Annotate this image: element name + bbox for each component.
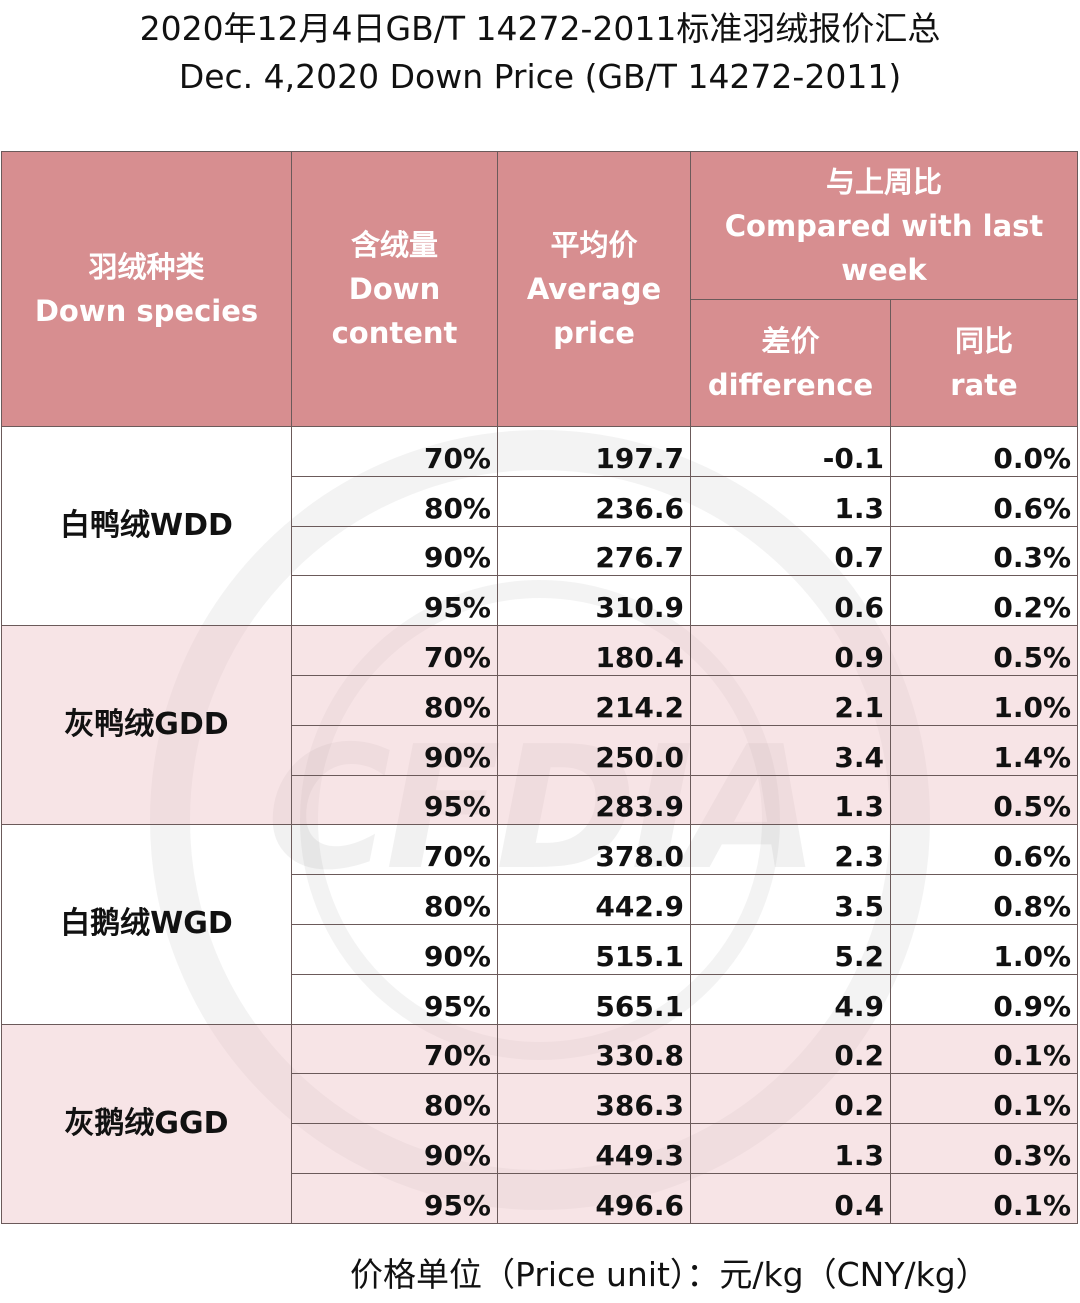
price-table-body: 白鸭绒WDD 70% 197.7 -0.1 0.0% 80% 236.6 1.3 0.6% 90%… — [1, 425, 1079, 1224]
price-cell: 386.3 — [497, 1073, 691, 1125]
content-cell: 80% — [291, 674, 498, 726]
species-cell: 白鹅绒WGD — [1, 824, 292, 1025]
rate-cell: 0.5% — [889, 774, 1079, 826]
content-cell: 70% — [291, 625, 498, 676]
table-row: 90% 449.3 1.3 0.3% — [2, 1123, 1079, 1174]
content-cell: 90% — [291, 923, 498, 975]
content-cell: 95% — [291, 774, 498, 826]
price-cell: 330.8 — [497, 1023, 691, 1075]
content-cell: 90% — [291, 1123, 498, 1174]
content-cell: 95% — [291, 973, 498, 1025]
rate-cell: 0.5% — [889, 625, 1079, 676]
difference-cell: 1.3 — [690, 1123, 891, 1174]
price-cell: 442.9 — [497, 874, 691, 925]
content-cell: 95% — [291, 575, 498, 627]
header-down-species: 羽绒种类 Down species — [1, 151, 292, 427]
rate-cell: 0.9% — [889, 973, 1079, 1025]
difference-cell: 0.2 — [690, 1073, 891, 1125]
table-row: 80% 386.3 0.2 0.1% — [2, 1073, 1079, 1125]
rate-cell: 0.0% — [889, 426, 1079, 477]
price-cell: 214.2 — [497, 674, 691, 726]
down-price-table: 羽绒种类 Down species 含绒量 Down content 平均价 A… — [1, 151, 1079, 1224]
difference-cell: 2.1 — [690, 674, 891, 726]
content-cell: 90% — [291, 525, 498, 577]
difference-cell: 5.2 — [690, 923, 891, 975]
rate-cell: 0.2% — [889, 575, 1079, 627]
price-cell: 310.9 — [497, 575, 691, 627]
table-row: 95% 283.9 1.3 0.5% — [2, 774, 1079, 826]
price-cell: 197.7 — [497, 426, 691, 477]
rate-cell: 0.1% — [889, 1073, 1079, 1125]
rate-cell: 0.6% — [889, 475, 1079, 527]
difference-cell: 1.3 — [690, 475, 891, 527]
difference-cell: 4.9 — [690, 973, 891, 1025]
table-row: 95% 496.6 0.4 0.1% — [2, 1172, 1079, 1224]
content-cell: 95% — [291, 1172, 498, 1224]
difference-cell: 0.4 — [690, 1172, 891, 1224]
table-row: 80% 442.9 3.5 0.8% — [2, 874, 1079, 925]
species-cell: 灰鹅绒GGD — [1, 1023, 292, 1224]
table-row: 白鸭绒WDD 70% 197.7 -0.1 0.0% — [1, 425, 1079, 627]
price-cell: 276.7 — [497, 525, 691, 577]
rate-cell: 0.1% — [889, 1023, 1079, 1075]
table-row: 95% 565.1 4.9 0.9% — [2, 973, 1079, 1025]
rate-cell: 0.1% — [889, 1172, 1079, 1224]
header-compared-last-week: 与上周比 Compared with last week — [689, 151, 1079, 300]
table-row: 90% 515.1 5.2 1.0% — [2, 923, 1079, 975]
content-cell: 90% — [291, 724, 498, 776]
rate-cell: 0.8% — [889, 874, 1079, 925]
difference-cell: 2.3 — [690, 824, 891, 876]
difference-cell: 3.4 — [690, 724, 891, 776]
species-cell: 灰鸭绒GDD — [1, 625, 292, 826]
price-cell: 283.9 — [497, 774, 691, 826]
price-cell: 496.6 — [497, 1172, 691, 1224]
table-row: 灰鹅绒GGD 70% 330.8 0.2 0.1% — [1, 1023, 1079, 1224]
content-cell: 80% — [291, 475, 498, 527]
difference-cell: -0.1 — [690, 426, 891, 477]
rate-cell: 0.3% — [889, 1123, 1079, 1174]
table-row: 白鹅绒WGD 70% 378.0 2.3 0.6% — [1, 824, 1079, 1025]
content-cell: 80% — [291, 1073, 498, 1125]
page-title-en: Dec. 4,2020 Down Price (GB/T 14272-2011) — [178, 57, 902, 96]
header-rate: 同比 rate — [889, 299, 1079, 427]
content-cell: 70% — [291, 1023, 498, 1075]
content-cell: 80% — [291, 874, 498, 925]
table-row: 80% 236.6 1.3 0.6% — [2, 475, 1079, 527]
difference-cell: 0.9 — [690, 625, 891, 676]
price-cell: 236.6 — [497, 475, 691, 527]
price-cell: 565.1 — [497, 973, 691, 1025]
content-cell: 70% — [291, 824, 498, 876]
species-cell: 白鸭绒WDD — [1, 425, 292, 627]
rate-cell: 1.4% — [889, 724, 1079, 776]
difference-cell: 3.5 — [690, 874, 891, 925]
price-cell: 180.4 — [497, 625, 691, 676]
price-cell: 378.0 — [497, 824, 691, 876]
difference-cell: 1.3 — [690, 774, 891, 826]
price-cell: 449.3 — [497, 1123, 691, 1174]
difference-cell: 0.2 — [690, 1023, 891, 1075]
content-cell: 70% — [291, 426, 498, 477]
page-title-cn: 2020年12月4日GB/T 14272-2011标准羽绒报价汇总 — [139, 9, 941, 48]
header-difference: 差价 difference — [690, 299, 891, 427]
table-row: 90% 276.7 0.7 0.3% — [2, 525, 1079, 577]
table-row: 90% 250.0 3.4 1.4% — [2, 724, 1079, 776]
price-unit-note: 价格单位（Price unit）：元/kg（CNY/kg） — [350, 1255, 989, 1294]
rate-cell: 0.3% — [889, 525, 1079, 577]
rate-cell: 0.6% — [889, 824, 1079, 876]
rate-cell: 1.0% — [889, 674, 1079, 726]
price-cell: 515.1 — [497, 923, 691, 975]
header-average-price: 平均价 Average price — [497, 151, 691, 427]
difference-cell: 0.6 — [690, 575, 891, 627]
header-down-content: 含绒量 Down content — [291, 151, 498, 427]
difference-cell: 0.7 — [690, 525, 891, 577]
table-row: 灰鸭绒GDD 70% 180.4 0.9 0.5% — [1, 625, 1079, 826]
table-row: 80% 214.2 2.1 1.0% — [2, 674, 1079, 726]
rate-cell: 1.0% — [889, 923, 1079, 975]
price-cell: 250.0 — [497, 724, 691, 776]
